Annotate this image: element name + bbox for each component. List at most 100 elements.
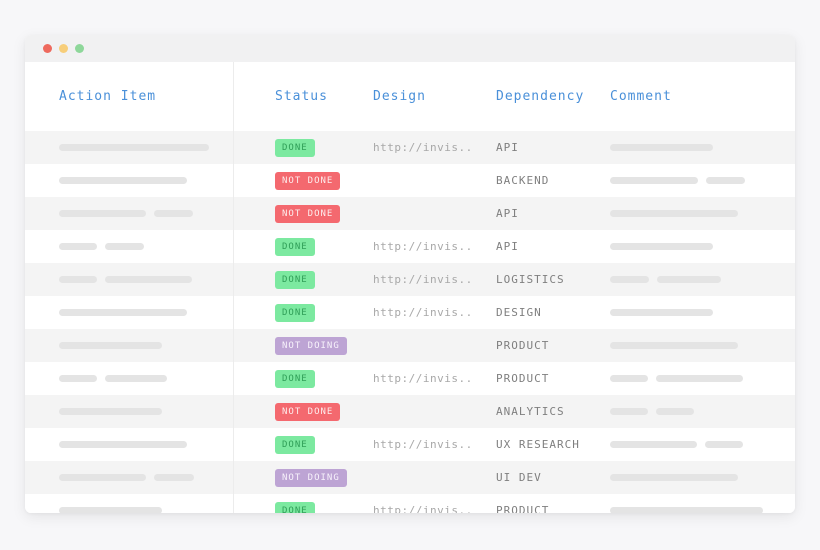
status-cell: DONE bbox=[233, 270, 373, 289]
design-cell: http://invis.. bbox=[373, 141, 496, 154]
column-header-dependency: Dependency bbox=[496, 89, 585, 104]
status-cell: NOT DONE bbox=[233, 402, 373, 421]
status-cell: NOT DONE bbox=[233, 171, 373, 190]
comment-cell bbox=[610, 144, 795, 151]
action-item-cell bbox=[25, 441, 233, 448]
status-badge: NOT DOING bbox=[275, 468, 347, 487]
dependency-cell: PRODUCT bbox=[496, 339, 610, 352]
status-badge: DONE bbox=[275, 138, 315, 157]
design-link[interactable]: http://invis.. bbox=[373, 141, 473, 154]
dependency-label: UX RESEARCH bbox=[496, 438, 580, 451]
table-row: DONE http://invis.. LOGISTICS bbox=[25, 263, 795, 296]
design-link[interactable]: http://invis.. bbox=[373, 306, 473, 319]
dependency-cell: LOGISTICS bbox=[496, 273, 610, 286]
status-badge: NOT DONE bbox=[275, 402, 341, 421]
status-badge: DONE bbox=[275, 270, 315, 289]
design-link[interactable]: http://invis.. bbox=[373, 372, 473, 385]
placeholder-bar bbox=[610, 177, 698, 184]
table-row: DONE http://invis.. DESIGN bbox=[25, 296, 795, 329]
column-header-comment: Comment bbox=[610, 89, 672, 104]
design-link[interactable]: http://invis.. bbox=[373, 273, 473, 286]
placeholder-bar bbox=[610, 243, 713, 250]
dependency-cell: UX RESEARCH bbox=[496, 438, 610, 451]
placeholder-bar bbox=[105, 375, 167, 382]
comment-cell bbox=[610, 408, 795, 415]
status-badge: NOT DONE bbox=[275, 204, 341, 223]
placeholder-bar bbox=[105, 276, 192, 283]
comment-cell bbox=[610, 375, 795, 382]
status-badge: DONE bbox=[275, 501, 315, 513]
window-titlebar bbox=[25, 35, 795, 62]
table-row: DONE http://invis.. API bbox=[25, 131, 795, 164]
placeholder-bar bbox=[610, 210, 738, 217]
minimize-window-button[interactable] bbox=[59, 44, 68, 53]
dependency-cell: ANALYTICS bbox=[496, 405, 610, 418]
dependency-label: UI DEV bbox=[496, 471, 542, 484]
dependency-cell: API bbox=[496, 141, 610, 154]
table-row: DONE http://invis.. API bbox=[25, 230, 795, 263]
dependency-label: BACKEND bbox=[496, 174, 550, 187]
status-cell: DONE bbox=[233, 303, 373, 322]
comment-cell bbox=[610, 507, 795, 513]
action-item-cell bbox=[25, 144, 233, 151]
status-badge: NOT DONE bbox=[275, 171, 341, 190]
action-item-cell bbox=[25, 309, 233, 316]
comment-cell bbox=[610, 441, 795, 448]
column-header-status: Status bbox=[275, 89, 328, 104]
design-cell: http://invis.. bbox=[373, 438, 496, 451]
action-item-cell bbox=[25, 474, 233, 481]
placeholder-bar bbox=[59, 210, 146, 217]
action-item-cell bbox=[25, 243, 233, 250]
placeholder-bar bbox=[59, 507, 162, 513]
comment-cell bbox=[610, 342, 795, 349]
status-cell: DONE bbox=[233, 138, 373, 157]
status-badge: DONE bbox=[275, 435, 315, 454]
status-badge: DONE bbox=[275, 369, 315, 388]
column-header-design: Design bbox=[373, 89, 426, 104]
dependency-cell: API bbox=[496, 240, 610, 253]
status-cell: NOT DOING bbox=[233, 468, 373, 487]
design-link[interactable]: http://invis.. bbox=[373, 438, 473, 451]
status-badge: NOT DOING bbox=[275, 336, 347, 355]
table-row: DONE http://invis.. UX RESEARCH bbox=[25, 428, 795, 461]
action-item-cell bbox=[25, 210, 233, 217]
design-cell: http://invis.. bbox=[373, 504, 496, 513]
design-cell: http://invis.. bbox=[373, 273, 496, 286]
design-cell: http://invis.. bbox=[373, 306, 496, 319]
close-window-button[interactable] bbox=[43, 44, 52, 53]
placeholder-bar bbox=[610, 507, 763, 513]
placeholder-bar bbox=[610, 441, 697, 448]
column-header-action-item: Action Item bbox=[59, 89, 157, 104]
column-divider bbox=[233, 62, 234, 513]
placeholder-bar bbox=[610, 144, 713, 151]
placeholder-bar bbox=[610, 474, 738, 481]
status-cell: DONE bbox=[233, 237, 373, 256]
placeholder-bar bbox=[59, 144, 209, 151]
action-item-cell bbox=[25, 507, 233, 513]
placeholder-bar bbox=[610, 309, 713, 316]
comment-cell bbox=[610, 210, 795, 217]
placeholder-bar bbox=[59, 309, 187, 316]
placeholder-bar bbox=[59, 375, 97, 382]
table-body: DONE http://invis.. API NOT DONE BACKEND NOT … bbox=[25, 131, 795, 513]
comment-cell bbox=[610, 309, 795, 316]
dependency-label: LOGISTICS bbox=[496, 273, 565, 286]
placeholder-bar bbox=[656, 408, 694, 415]
design-cell: http://invis.. bbox=[373, 372, 496, 385]
table-row: DONE http://invis.. PRODUCT bbox=[25, 494, 795, 513]
dependency-label: PRODUCT bbox=[496, 372, 550, 385]
dependency-label: API bbox=[496, 240, 519, 253]
table-row: NOT DOING PRODUCT bbox=[25, 329, 795, 362]
design-link[interactable]: http://invis.. bbox=[373, 240, 473, 253]
placeholder-bar bbox=[59, 441, 187, 448]
placeholder-bar bbox=[59, 177, 187, 184]
zoom-window-button[interactable] bbox=[75, 44, 84, 53]
placeholder-bar bbox=[59, 276, 97, 283]
design-link[interactable]: http://invis.. bbox=[373, 504, 473, 513]
comment-cell bbox=[610, 474, 795, 481]
placeholder-bar bbox=[706, 177, 745, 184]
dependency-label: PRODUCT bbox=[496, 339, 550, 352]
action-item-cell bbox=[25, 375, 233, 382]
dependency-cell: PRODUCT bbox=[496, 504, 610, 513]
dependency-cell: DESIGN bbox=[496, 306, 610, 319]
